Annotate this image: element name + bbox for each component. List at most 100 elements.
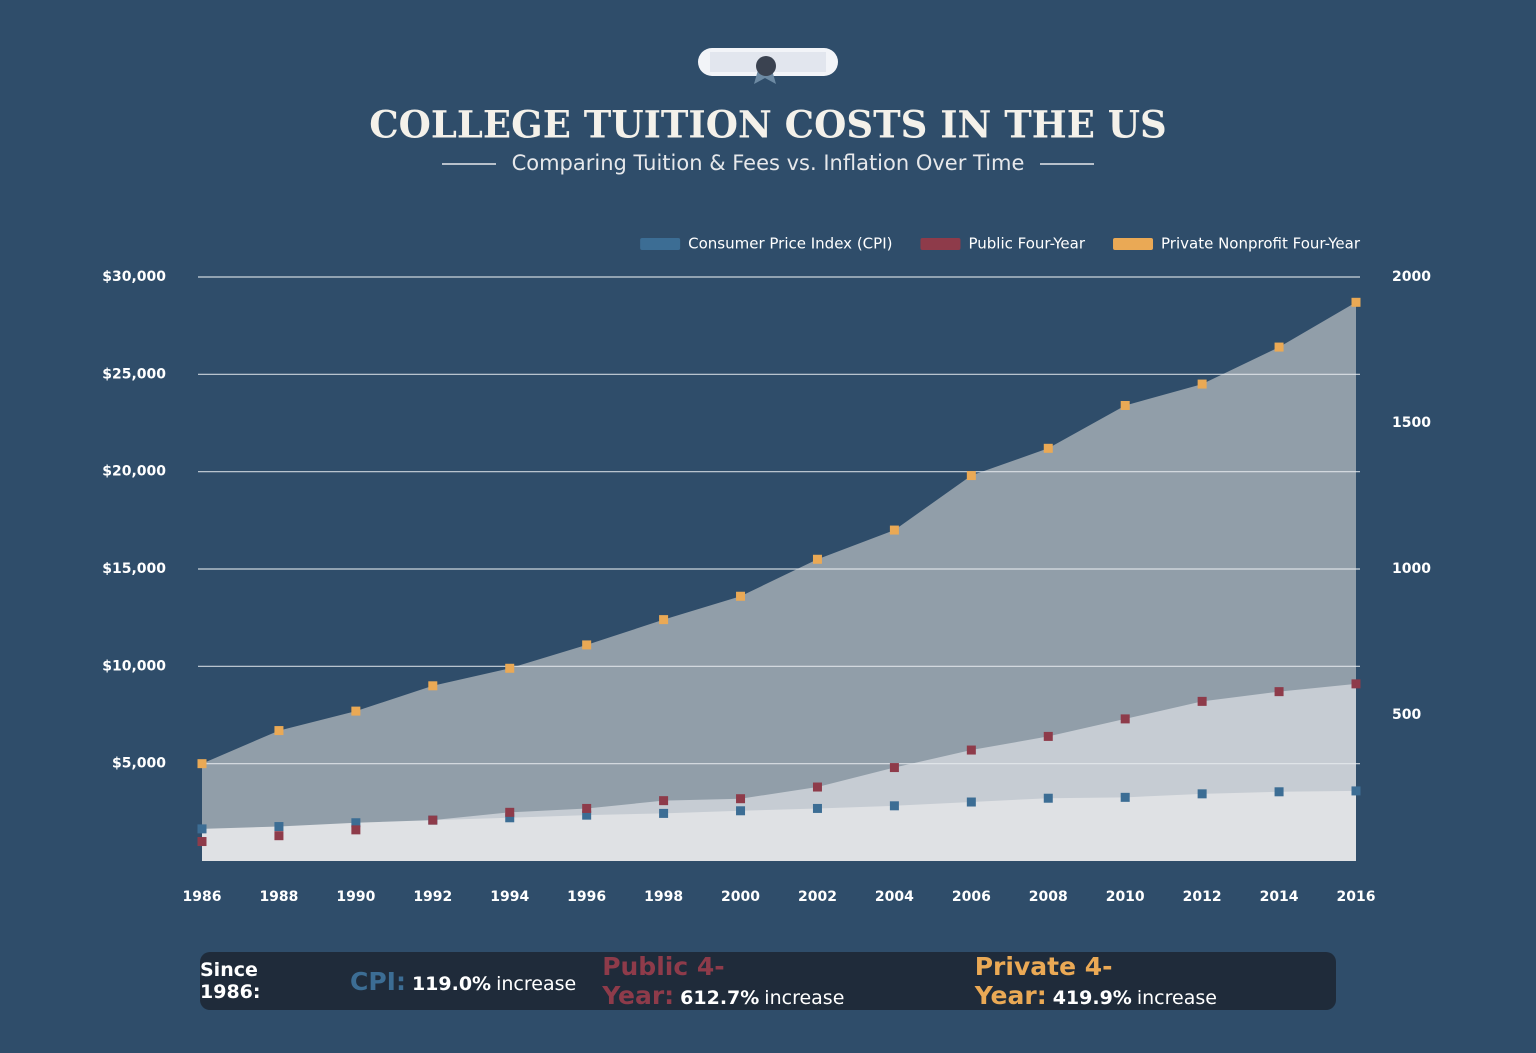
marker [428, 681, 438, 691]
marker [966, 745, 976, 755]
marker [812, 554, 822, 564]
marker [197, 824, 207, 834]
marker [582, 640, 592, 650]
y-tick-label: $20,000 [102, 464, 166, 480]
x-tick-label: 1998 [644, 889, 683, 905]
x-tick-label: 2000 [721, 889, 760, 905]
marker [1274, 342, 1284, 352]
marker [1120, 792, 1130, 802]
marker [659, 808, 669, 818]
y-tick-label: $30,000 [102, 269, 166, 285]
marker [1274, 787, 1284, 797]
marker [736, 591, 746, 601]
summary-item: CPI: 119.0% increase [350, 967, 576, 996]
x-tick-label: 2004 [875, 889, 914, 905]
marker [812, 782, 822, 792]
summary-suffix: increase [764, 987, 845, 1009]
x-tick-label: 1988 [259, 889, 298, 905]
y-tick-label: $25,000 [102, 366, 166, 382]
chart-title: COLLEGE TUITION COSTS IN THE US [369, 103, 1167, 147]
legend-label: Consumer Price Index (CPI) [688, 235, 892, 253]
summary-name: Private 4-Year: [974, 952, 1113, 1010]
x-tick-label: 1992 [413, 889, 452, 905]
x-tick-label: 1986 [183, 889, 222, 905]
summary-suffix: increase [1136, 987, 1217, 1009]
summary-box: Since 1986: CPI: 119.0% increase Public 4-Ye… [200, 952, 1336, 1010]
marker [1197, 379, 1207, 389]
chart-subtitle: Comparing Tuition & Fees vs. Inflation O… [512, 151, 1025, 175]
area [202, 790, 1356, 861]
marker [1351, 679, 1361, 689]
marker [889, 763, 899, 773]
summary-suffix: increase [496, 972, 577, 995]
x-tick-label: 2014 [1260, 889, 1299, 905]
marker [274, 822, 284, 832]
x-tick-label: 1996 [567, 889, 606, 905]
x-tick-label: 2008 [1029, 889, 1068, 905]
marker [274, 831, 284, 841]
marker [197, 759, 207, 769]
marker [736, 806, 746, 816]
y-tick-label: $15,000 [102, 561, 166, 577]
summary-name: Public 4-Year: [602, 952, 725, 1010]
y-tick-label: $10,000 [102, 658, 166, 674]
marker [889, 525, 899, 535]
marker [966, 471, 976, 481]
y2-tick-label: 2000 [1392, 269, 1431, 285]
x-tick-label: 2010 [1106, 889, 1145, 905]
summary-value: 419.9% [1052, 987, 1132, 1009]
marker [1351, 786, 1361, 796]
marker [1043, 443, 1053, 453]
marker [351, 818, 361, 828]
marker [812, 803, 822, 813]
marker [582, 810, 592, 820]
summary-item: Public 4-Year: 612.7% increase [602, 952, 949, 1010]
y2-tick-label: 1500 [1392, 415, 1431, 431]
legend-swatch [920, 238, 961, 250]
summary-value: 119.0% [411, 972, 492, 995]
marker [1043, 731, 1053, 741]
marker [1197, 789, 1207, 799]
x-tick-label: 2012 [1183, 889, 1222, 905]
marker [659, 615, 669, 625]
diploma-icon [698, 48, 838, 84]
marker [1120, 400, 1130, 410]
marker [351, 706, 361, 716]
x-tick-label: 2006 [952, 889, 991, 905]
marker [659, 796, 669, 806]
legend-label: Private Nonprofit Four-Year [1161, 235, 1361, 253]
area [202, 302, 1356, 862]
x-tick-label: 2016 [1337, 889, 1376, 905]
legend-label: Public Four-Year [968, 235, 1085, 253]
marker [736, 794, 746, 804]
marker [505, 807, 515, 817]
legend-swatch [640, 238, 681, 250]
x-tick-label: 1990 [336, 889, 375, 905]
marker [274, 726, 284, 736]
marker [582, 803, 592, 813]
marker [351, 825, 361, 835]
y-tick-label: $5,000 [112, 756, 166, 772]
marker [889, 801, 899, 811]
summary-value: 612.7% [680, 987, 760, 1009]
summary-name: CPI: [349, 966, 406, 996]
legend-swatch [1113, 238, 1154, 250]
marker [1197, 696, 1207, 706]
x-tick-label: 2002 [798, 889, 837, 905]
y2-tick-label: 500 [1392, 707, 1421, 723]
marker [1120, 714, 1130, 724]
marker [428, 815, 438, 825]
marker [505, 813, 515, 823]
chart: COLLEGE TUITION COSTS IN THE US Comparin… [102, 48, 1431, 905]
legend: Private Nonprofit Four-Year Public Four-Y… [640, 235, 1361, 253]
y2-tick-label: 1000 [1392, 561, 1431, 577]
marker [1351, 297, 1361, 307]
x-tick-label: 1994 [490, 889, 529, 905]
marker [505, 663, 515, 673]
summary-label: Since 1986: [200, 959, 261, 1003]
marker [966, 797, 976, 807]
marker [1274, 687, 1284, 697]
summary-item: Private 4-Year: 419.9% increase [975, 952, 1336, 1010]
marker [1043, 793, 1053, 803]
